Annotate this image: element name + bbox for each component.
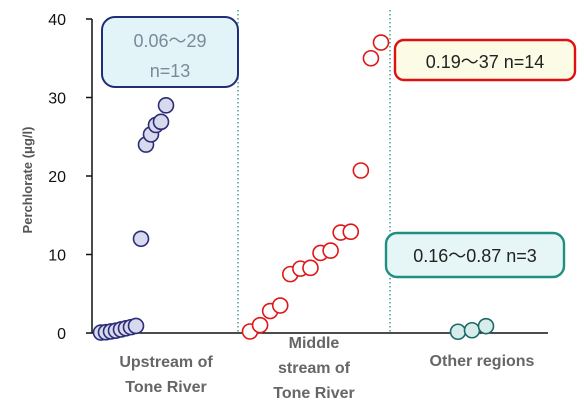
range-annotation-box: [101, 16, 239, 88]
range-annotation-text: 0.19～37 n=14: [426, 52, 545, 72]
region-labels: Upstream of Tone River Middle stream of Tone…: [119, 335, 534, 402]
range-annotation-box: [384, 231, 566, 279]
data-point: [302, 259, 319, 277]
region-label: Tone River: [125, 379, 207, 396]
data-point: [449, 323, 467, 341]
y-tick-label: 40: [48, 12, 66, 29]
data-point: [372, 34, 390, 51]
data-points: [92, 34, 495, 341]
region-label: stream of: [278, 360, 351, 377]
data-point: [322, 242, 339, 259]
data-point: [463, 321, 481, 339]
y-tick-label: 30: [48, 91, 66, 108]
region-label: Middle: [289, 335, 340, 352]
region-label: Tone River: [273, 385, 355, 402]
data-point: [152, 113, 170, 131]
range-annotations: 0.06～29 n=13 0.19～37 n=14 0.16～0.87 n=3: [101, 16, 577, 279]
data-point: [477, 317, 495, 335]
region-label: Other regions: [430, 353, 535, 370]
y-axis-label: Perchlorate (μg/l): [20, 127, 35, 234]
y-tick-label: 20: [48, 169, 66, 186]
data-point: [127, 317, 145, 335]
region-label: Upstream of: [119, 354, 213, 371]
data-point: [352, 162, 370, 179]
y-tick-label: 0: [57, 326, 66, 343]
range-annotation-text: 0.16～0.87 n=3: [413, 246, 537, 266]
range-annotation-text: 0.06～29: [133, 31, 206, 51]
y-tick-label: 10: [48, 248, 66, 265]
data-point: [157, 97, 175, 114]
data-point: [362, 49, 380, 67]
data-point: [132, 230, 150, 248]
region-dividers: [237, 10, 391, 333]
range-annotation-text: n=13: [150, 61, 191, 81]
data-point: [342, 223, 360, 241]
data-point: [271, 297, 289, 314]
range-annotation-box: [393, 38, 577, 82]
data-point: [251, 316, 269, 334]
